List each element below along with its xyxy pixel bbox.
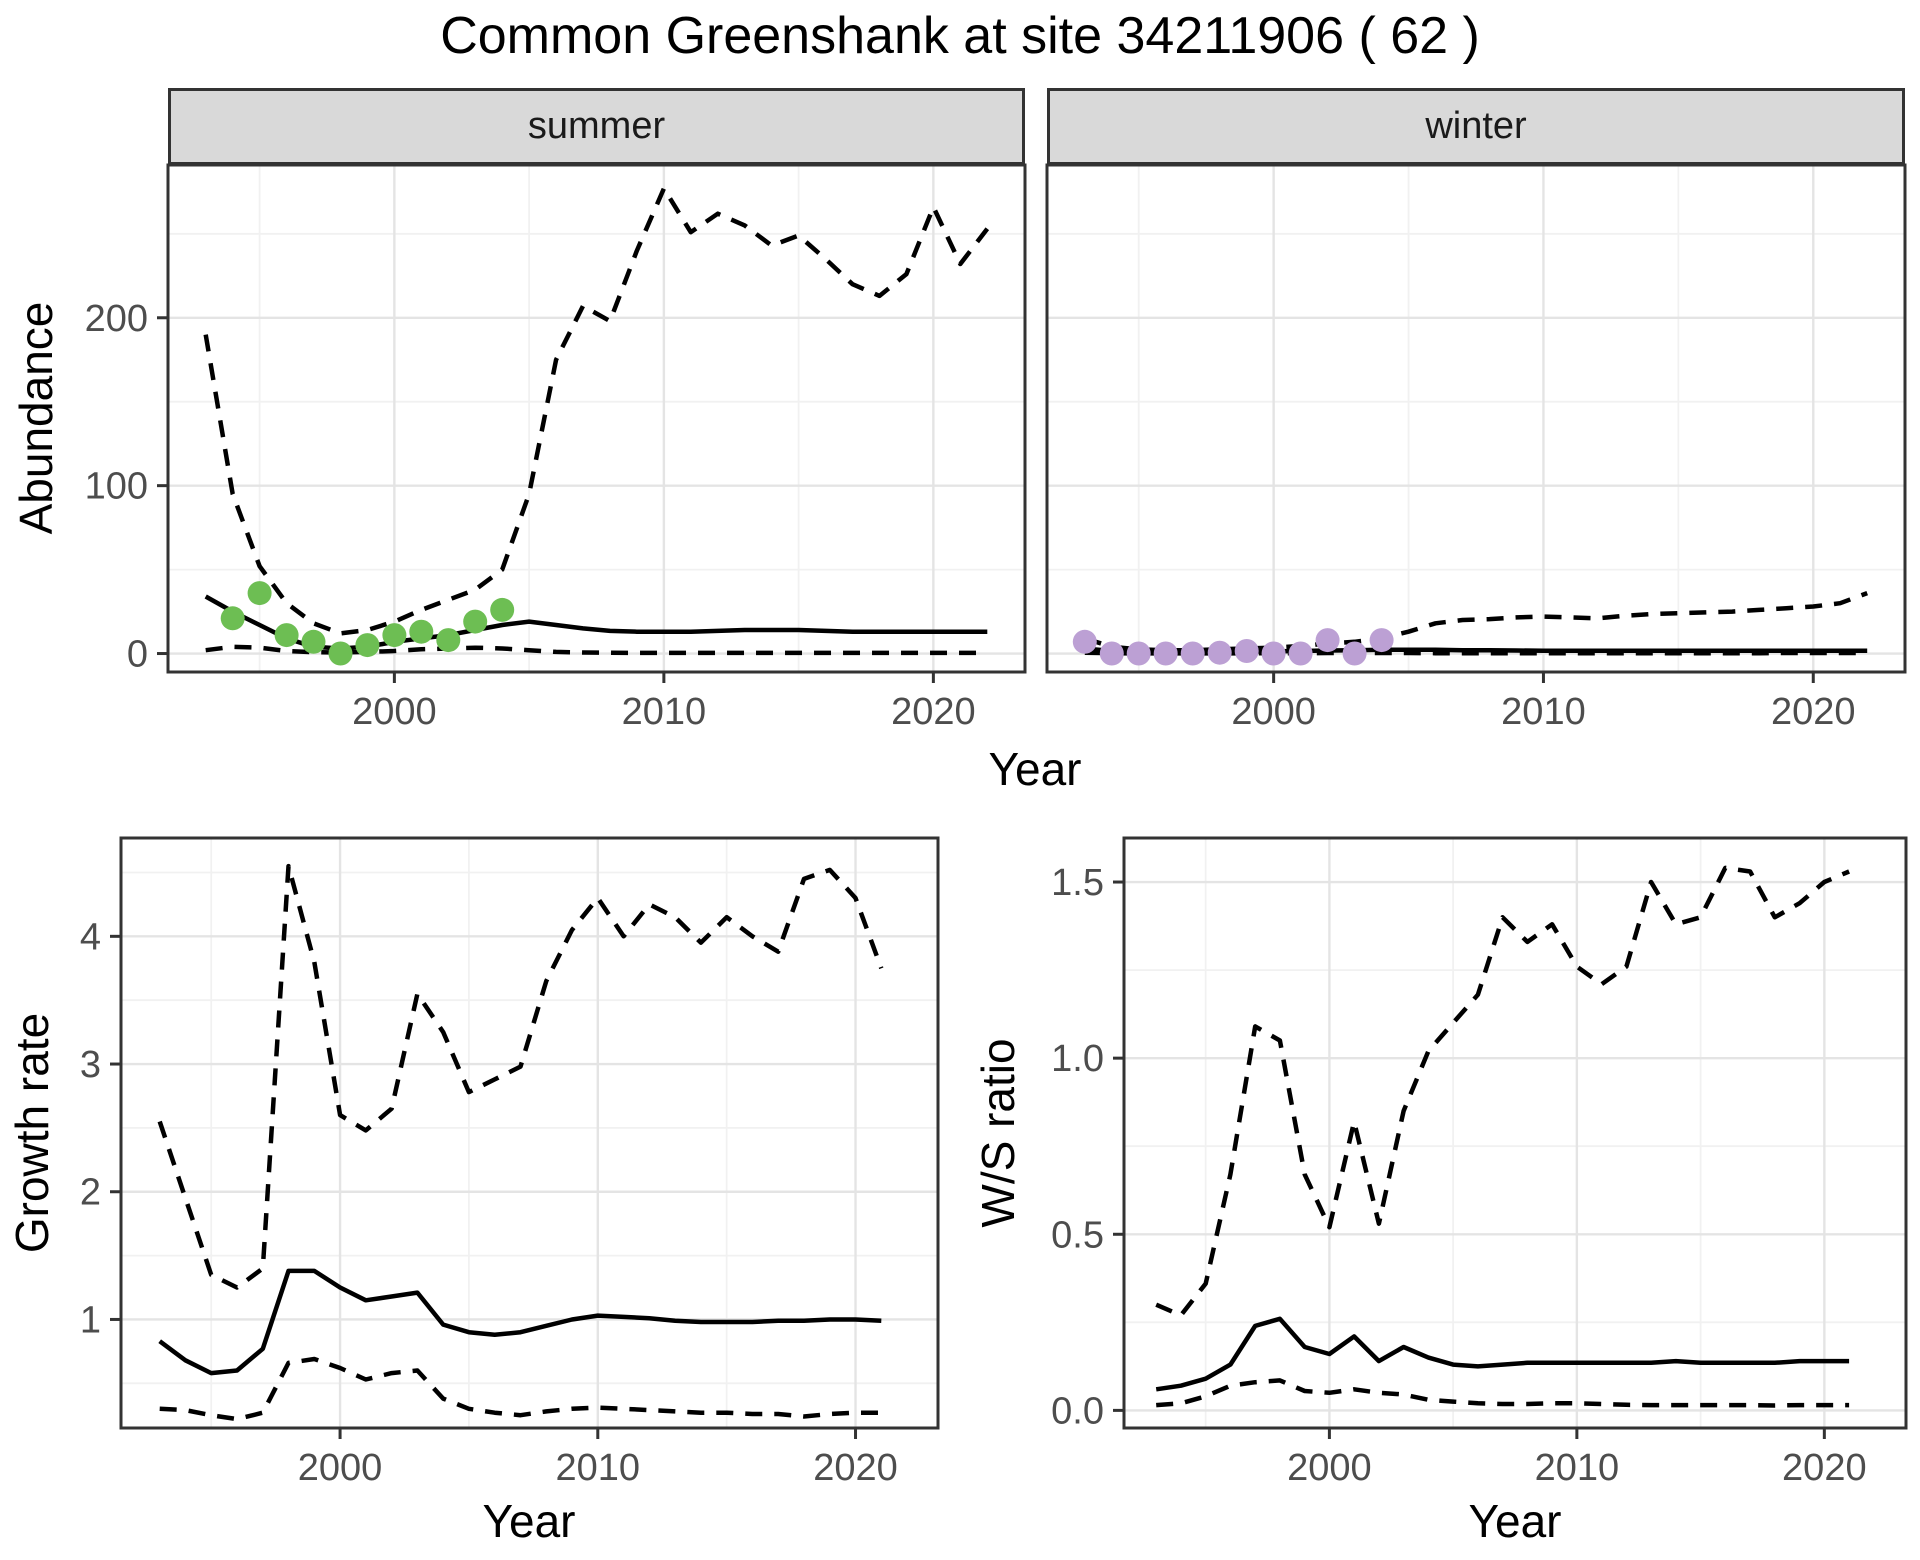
data-point-observed-summer bbox=[274, 623, 299, 648]
x-tick-label: 2020 bbox=[813, 1447, 898, 1489]
y-axis-title-ws-ratio: W/S ratio bbox=[972, 1038, 1024, 1228]
series-upper95 bbox=[203, 186, 990, 636]
y-tick-label: 4 bbox=[80, 916, 101, 958]
series-lower95 bbox=[1156, 1378, 1850, 1408]
data-point-observed-winter bbox=[1126, 641, 1151, 666]
facet-strip-winter: winter bbox=[1047, 88, 1905, 165]
series-upper95 bbox=[1155, 865, 1850, 1318]
data-point-observed-summer bbox=[301, 629, 326, 654]
data-point-observed-summer bbox=[409, 619, 434, 644]
panel-border bbox=[1122, 836, 1908, 1430]
data-point-observed-winter bbox=[1072, 629, 1097, 654]
chart-title: Common Greenshank at site 34211906 ( 62 … bbox=[440, 7, 1480, 65]
x-tick-label: 2010 bbox=[556, 1447, 641, 1489]
panel-border bbox=[119, 836, 940, 1430]
data-point-observed-winter bbox=[1369, 628, 1394, 653]
panel-background bbox=[1047, 165, 1905, 672]
x-tick-label: 2020 bbox=[1771, 691, 1856, 733]
data-point-observed-winter bbox=[1207, 640, 1232, 665]
panel-abundance-winter: 2000 2010 2020 bbox=[1045, 163, 1907, 733]
x-tick-label: 2000 bbox=[352, 691, 437, 733]
panel-abundance-summer: 2000 2010 2020 0 100 200 bbox=[85, 163, 1027, 733]
data-point-observed-summer bbox=[463, 609, 488, 634]
data-point-observed-winter bbox=[1153, 641, 1178, 666]
data-point-observed-winter bbox=[1099, 641, 1124, 666]
y-tick-label: 1.0 bbox=[1051, 1038, 1104, 1080]
series-upper95 bbox=[157, 863, 884, 1290]
y-axis-title-growth-rate: Growth rate bbox=[6, 1012, 58, 1254]
panel-background bbox=[168, 165, 1025, 672]
y-tick-label: 100 bbox=[85, 466, 148, 508]
x-tick-label: 2010 bbox=[622, 691, 707, 733]
data-point-observed-winter bbox=[1261, 641, 1286, 666]
x-tick-label: 2000 bbox=[1231, 691, 1316, 733]
x-tick-label: 2020 bbox=[1782, 1447, 1867, 1489]
data-point-observed-summer bbox=[247, 581, 272, 606]
data-point-observed-summer bbox=[382, 623, 407, 648]
y-tick-label: 0 bbox=[127, 634, 148, 676]
facet-strip-winter-label: winter bbox=[1425, 105, 1527, 147]
y-axis-title-abundance: Abundance bbox=[10, 301, 62, 535]
x-tick-label: 2010 bbox=[1535, 1447, 1620, 1489]
y-tick-label: 3 bbox=[80, 1044, 101, 1086]
data-point-observed-winter bbox=[1315, 628, 1340, 653]
data-point-observed-winter bbox=[1234, 639, 1259, 663]
facet-strip-summer-label: summer bbox=[527, 105, 666, 147]
data-point-observed-winter bbox=[1342, 641, 1367, 666]
data-point-observed-summer bbox=[436, 628, 461, 653]
x-axis-title-top: Year bbox=[988, 743, 1082, 795]
panel-growth-rate: 2000 2010 2020 1 2 3 4 bbox=[80, 836, 940, 1489]
y-tick-label: 1 bbox=[80, 1299, 101, 1341]
series-median bbox=[158, 1268, 882, 1376]
x-tick-label: 2020 bbox=[891, 691, 976, 733]
y-tick-label: 200 bbox=[85, 298, 148, 340]
y-tick-label: 0.5 bbox=[1051, 1214, 1104, 1256]
panel-border bbox=[166, 163, 1027, 674]
data-point-observed-winter bbox=[1180, 641, 1205, 666]
series-lower95 bbox=[159, 1356, 882, 1422]
data-point-observed-summer bbox=[355, 633, 380, 658]
data-point-observed-winter bbox=[1288, 641, 1313, 666]
x-tick-label: 2000 bbox=[298, 1447, 383, 1489]
series-median bbox=[1155, 1316, 1850, 1392]
facet-strip-summer: summer bbox=[168, 88, 1025, 165]
panel-ws-ratio: 2000 2010 2020 0.0 0.5 1.0 1.5 bbox=[1051, 836, 1908, 1489]
x-tick-label: 2000 bbox=[1287, 1447, 1372, 1489]
y-tick-label: 2 bbox=[80, 1172, 101, 1214]
x-axis-title-ws: Year bbox=[1468, 1495, 1562, 1547]
panel-border bbox=[1045, 163, 1907, 674]
panel-background bbox=[121, 838, 938, 1428]
x-tick-label: 2010 bbox=[1501, 691, 1586, 733]
y-tick-label: 0.0 bbox=[1051, 1390, 1104, 1432]
data-point-observed-summer bbox=[490, 597, 515, 622]
data-point-observed-summer bbox=[220, 606, 245, 631]
data-point-observed-summer bbox=[328, 641, 353, 666]
x-axis-title-growth: Year bbox=[482, 1495, 576, 1547]
y-tick-label: 1.5 bbox=[1051, 862, 1104, 904]
